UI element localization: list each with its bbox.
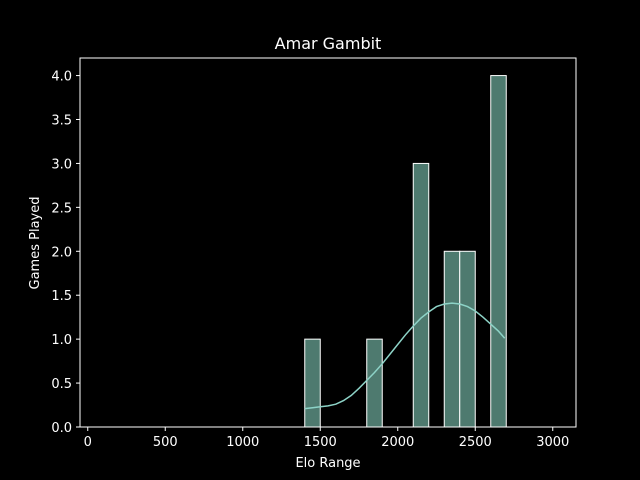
chart-title: Amar Gambit [275, 34, 382, 53]
y-tick-label-0: 0.0 [51, 421, 72, 436]
kde-curve [304, 302, 506, 410]
x-tick-label-1: 500 [153, 435, 178, 450]
y-tick-label-1: 0.5 [51, 377, 72, 392]
bars-group [304, 75, 507, 428]
x-ticks: 0 500 1000 1500 2000 2500 3000 [84, 427, 569, 450]
x-tick-label-5: 2500 [459, 435, 492, 450]
y-tick-label-4: 2.0 [51, 245, 72, 260]
bar-2 [412, 162, 430, 428]
x-tick-label-2: 1000 [226, 435, 259, 450]
y-tick-label-8: 4.0 [51, 70, 72, 85]
bar-4 [459, 250, 476, 428]
y-tick-label-7: 3.5 [51, 114, 72, 129]
bar-3 [443, 250, 461, 428]
x-tick-label-6: 3000 [536, 435, 569, 450]
y-axis-label: Games Played [28, 197, 43, 290]
bar-0 [304, 338, 321, 428]
x-axis-label: Elo Range [295, 456, 360, 471]
x-tick-label-4: 2000 [381, 435, 414, 450]
x-tick-label-3: 1500 [304, 435, 337, 450]
plot-frame [79, 57, 577, 428]
y-tick-label-5: 2.5 [51, 201, 72, 216]
y-tick-label-3: 1.5 [51, 289, 72, 304]
x-tick-label-0: 0 [84, 435, 92, 450]
y-tick-label-6: 3.0 [51, 157, 72, 172]
y-ticks: 0.0 0.5 1.0 1.5 2.0 2.5 3.0 3.5 4.0 [51, 70, 80, 436]
y-tick-label-2: 1.0 [51, 333, 72, 348]
bar-1 [366, 338, 383, 428]
bar-5 [490, 75, 507, 428]
